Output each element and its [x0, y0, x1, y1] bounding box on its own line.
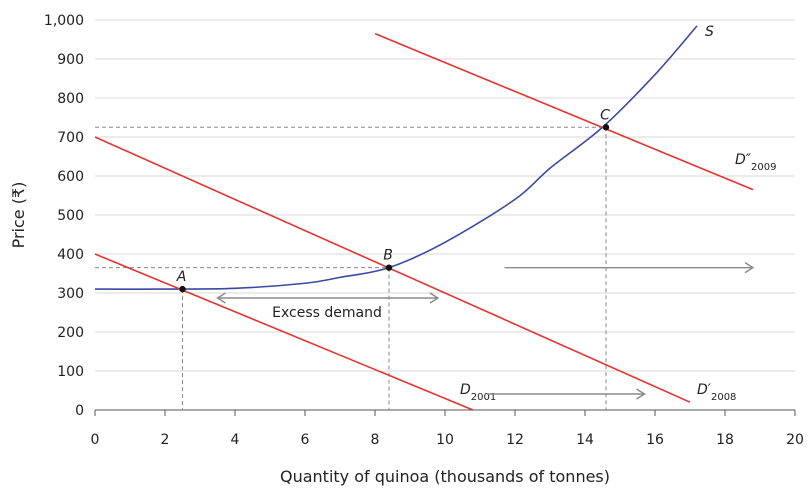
point-label: C	[600, 107, 610, 123]
arrowhead	[744, 262, 755, 274]
x-axis-label: Quantity of quinoa (thousands of tonnes)	[280, 467, 610, 486]
x-tick-label: 4	[231, 432, 240, 448]
x-tick-label: 8	[371, 432, 380, 448]
y-tick-label: 500	[57, 208, 84, 224]
point-label: B	[383, 248, 393, 264]
demand-curve-2001	[94, 253, 474, 411]
y-tick-label: 200	[57, 325, 84, 341]
supply-curve	[94, 25, 698, 290]
series-label: S	[705, 24, 714, 40]
x-tick-label: 12	[506, 432, 524, 448]
series-label: D″2009	[735, 152, 776, 173]
equilibrium-point	[602, 124, 610, 131]
point-label: A	[176, 269, 187, 285]
y-tick-label: 1,000	[44, 13, 84, 29]
series-label: D′2008	[697, 382, 736, 403]
demand-curve-2009	[374, 32, 754, 191]
y-tick-label: 900	[57, 52, 84, 68]
x-tick-label: 10	[436, 432, 454, 448]
y-axis-label: Price (₹)	[9, 182, 28, 249]
equilibrium-point	[179, 285, 186, 293]
x-tick-label: 14	[576, 432, 594, 448]
series-label: D2001	[460, 382, 496, 403]
x-tick-label: 18	[716, 432, 734, 448]
demand-curve-2008	[94, 136, 691, 403]
excess-demand-label: Excess demand	[272, 305, 382, 321]
y-tick-label: 0	[75, 403, 84, 419]
arrowhead	[216, 292, 226, 304]
arrowhead	[429, 292, 440, 304]
y-tick-label: 700	[57, 130, 84, 146]
x-tick-label: 20	[786, 432, 804, 448]
y-tick-label: 600	[57, 169, 84, 185]
x-tick-label: 2	[161, 432, 170, 448]
x-tick-label: 0	[91, 432, 100, 448]
equilibrium-point	[385, 264, 393, 271]
y-tick-label: 400	[57, 247, 84, 263]
x-tick-label: 16	[646, 432, 664, 448]
arrowhead	[636, 388, 646, 400]
y-tick-label: 100	[57, 364, 84, 380]
y-tick-label: 800	[57, 91, 84, 107]
x-tick-label: 6	[301, 432, 310, 448]
y-tick-label: 300	[57, 286, 84, 302]
